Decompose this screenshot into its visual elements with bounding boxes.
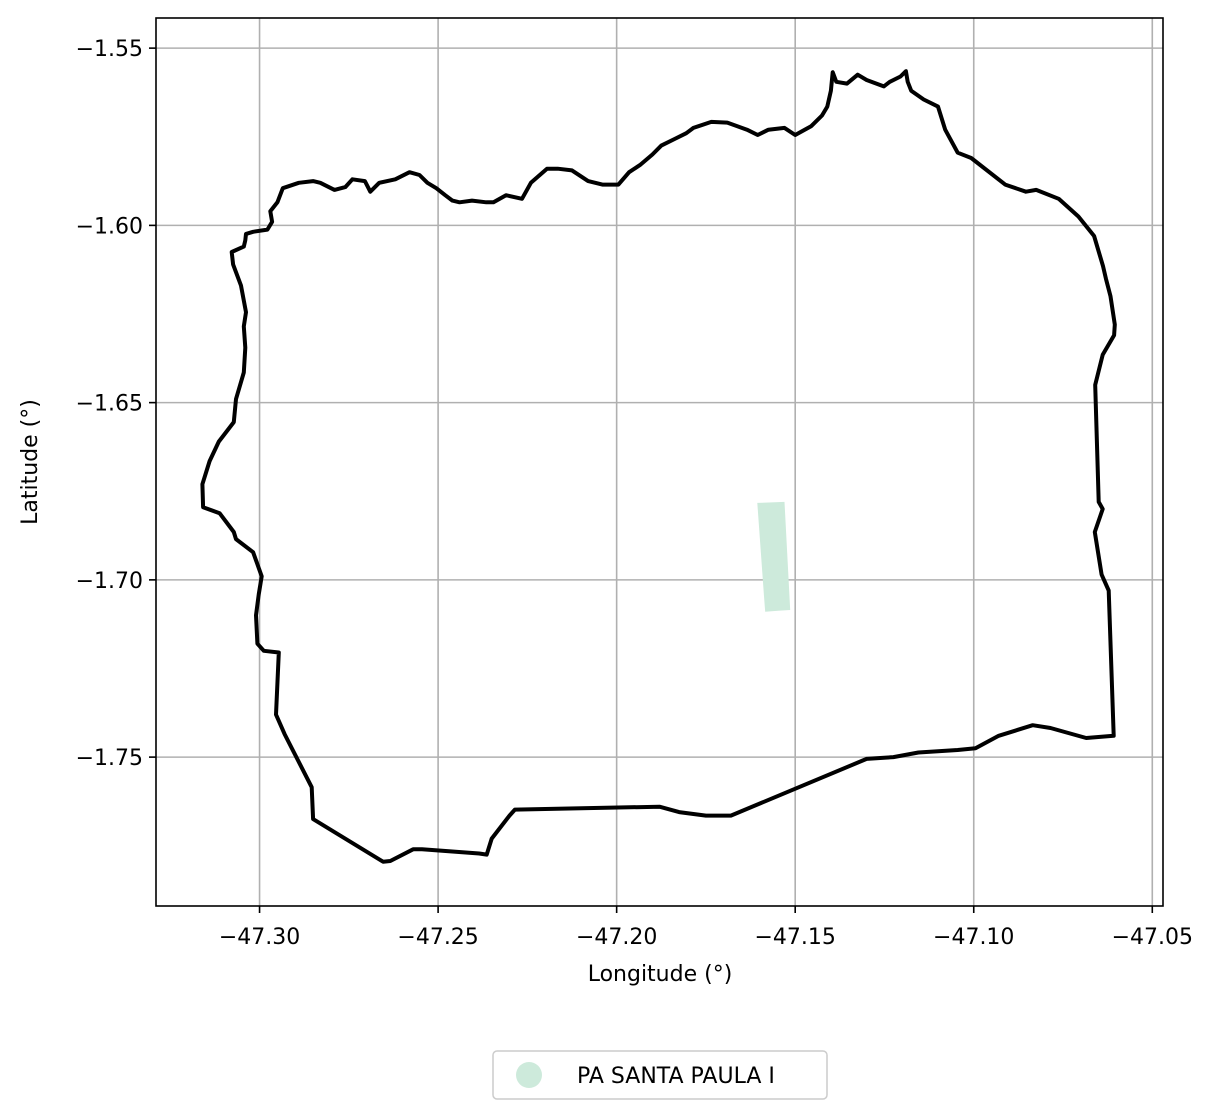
x-tick-label-5: −47.05 [1112, 925, 1193, 950]
y-tick-label-2: −1.65 [76, 392, 143, 417]
x-tick-label-4: −47.10 [933, 925, 1014, 950]
x-axis-label: Longitude (°) [588, 962, 733, 987]
legend: PA SANTA PAULA I [493, 1051, 827, 1099]
y-tick-label-1: −1.60 [76, 214, 143, 239]
y-tick-label-4: −1.75 [76, 746, 143, 771]
legend-label-parcel: PA SANTA PAULA I [577, 1064, 775, 1089]
x-tick-label-0: −47.30 [219, 925, 300, 950]
y-tick-label-0: −1.55 [76, 37, 143, 62]
x-tick-label-3: −47.15 [754, 925, 835, 950]
x-tick-label-1: −47.25 [397, 925, 478, 950]
legend-marker-parcel [516, 1062, 542, 1088]
y-axis-label: Latitude (°) [18, 399, 43, 525]
y-tick-label-3: −1.70 [76, 569, 143, 594]
x-tick-label-2: −47.20 [576, 925, 657, 950]
